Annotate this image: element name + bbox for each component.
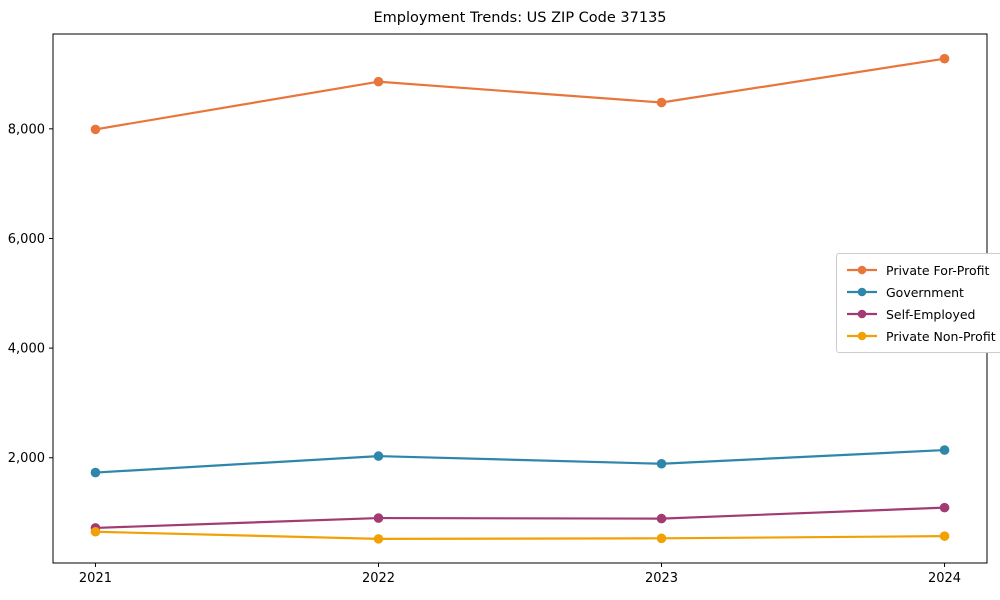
series-line: [94, 506, 946, 530]
data-point-marker: [373, 76, 384, 87]
data-point-marker: [939, 502, 950, 513]
data-point-marker: [939, 445, 950, 455]
legend-item: Self-Employed: [846, 303, 996, 325]
legend-item: Government: [846, 281, 996, 303]
legend-line-marker-icon: [847, 265, 877, 275]
data-point-marker: [373, 513, 384, 523]
legend-dot: [857, 287, 867, 297]
series-line: [94, 57, 946, 131]
chart-title: Employment Trends: US ZIP Code 37135: [373, 10, 667, 26]
legend-dot: [857, 309, 867, 319]
x-tick-label: 2023: [645, 571, 678, 586]
data-point-marker: [656, 458, 667, 469]
data-point-marker: [939, 53, 950, 64]
data-point-marker: [939, 531, 950, 541]
y-tick-label: 6,000: [8, 232, 45, 247]
data-point-marker: [373, 451, 384, 461]
data-point-marker: [90, 124, 101, 135]
y-tick-label: 8,000: [8, 122, 45, 137]
legend-line-marker-icon: [847, 331, 877, 341]
data-point-marker: [656, 513, 667, 524]
legend-dot: [857, 331, 867, 341]
legend-label: Private Non-Profit: [886, 328, 996, 344]
legend-label: Private For-Profit: [886, 262, 990, 278]
legend-label: Self-Employed: [886, 306, 976, 322]
y-tick-label: 2,000: [8, 451, 45, 466]
x-tick-label: 2021: [79, 571, 112, 586]
legend-item: Private Non-Profit: [846, 325, 996, 347]
legend-label: Government: [886, 284, 964, 300]
series-line: [94, 448, 946, 474]
x-tick-label: 2022: [362, 571, 395, 586]
series-line: [94, 530, 946, 540]
data-point-marker: [90, 526, 101, 537]
legend-item: Private For-Profit: [846, 259, 996, 281]
legend-dot: [857, 265, 867, 275]
legend-line-marker-icon: [847, 287, 877, 297]
legend: Private For-Profit Government Self-Employe…: [836, 253, 1000, 353]
x-tick-label: 2024: [928, 571, 961, 586]
data-point-marker: [656, 533, 667, 544]
data-point-marker: [656, 97, 667, 108]
legend-line-marker-icon: [847, 309, 877, 319]
y-tick-label: 4,000: [8, 342, 45, 357]
data-point-marker: [90, 467, 101, 478]
data-point-marker: [373, 534, 384, 544]
